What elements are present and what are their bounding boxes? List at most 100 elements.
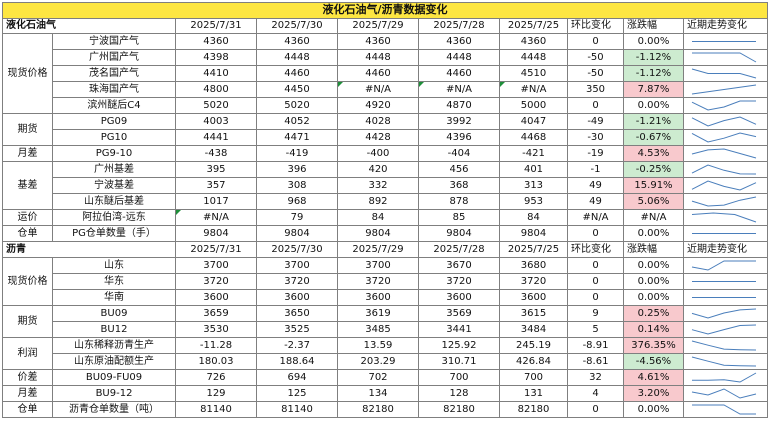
value-cell: 82180 [337,401,419,419]
item-name: BU12 [52,321,176,339]
trend-sparkline [691,212,757,223]
value-cell: 332 [337,177,419,195]
value-cell: 84 [499,209,568,227]
value-cell: 9804 [337,225,419,243]
trend-sparkline [691,68,757,79]
column-header: 环比变化 [567,241,624,259]
value-cell: 3720 [256,273,338,291]
value-cell: 368 [418,177,500,195]
value-cell: 4360 [337,33,419,51]
change-cell: -50 [567,49,624,67]
value-cell: 3485 [337,321,419,339]
trend-sparkline [691,132,757,143]
trend-sparkline [691,340,757,351]
pct-cell: 4.61% [623,369,684,387]
item-name: 山东原油配额生产 [52,353,176,371]
change-cell: -19 [567,145,624,163]
trend-line [691,388,757,399]
trend-sparkline [691,100,756,111]
item-name: 宁波基差 [52,177,176,195]
trend-sparkline [692,52,757,63]
trend-cell [683,161,768,179]
trend-sparkline [691,164,757,175]
pct-cell: -0.67% [623,129,684,147]
change-cell: 0 [567,401,624,419]
value-cell: 4003 [175,113,257,131]
pct-cell: 5.06% [623,193,684,211]
table-row: 仓单 PG仓单数量（手） 9804 9804 9804 9804 9804 0 0.00% [2,225,768,243]
value-cell: 81140 [175,401,257,419]
trend-line [691,116,757,127]
table-row: 广州国产气 4398 4448 4448 4448 4448 -50 -1.12% [3,49,768,67]
section-header-row: 液化石油气 2025/7/31 2025/7/30 2025/7/29 2025/7/2… [2,17,768,35]
change-cell: 0 [567,273,624,291]
value-cell: 9804 [499,225,568,243]
row-group-label: 仓单 [2,401,53,419]
trend-cell [683,113,768,131]
trend-sparkline [691,148,757,159]
trend-cell [683,225,768,243]
trend-cell [683,305,768,323]
value-cell: 357 [175,177,257,195]
value-cell: 4396 [418,129,500,147]
value-cell: 3680 [499,257,568,275]
table-row: BU12 3530 3525 3485 3441 3484 5 0.14% [3,321,768,339]
pct-cell: 376.35% [623,337,684,355]
trend-sparkline [691,84,757,95]
value-cell: 4448 [337,49,419,67]
trend-line [691,132,757,143]
row-group-label: 价差 [2,369,53,387]
trend-sparkline [692,281,756,283]
value-cell: 401 [499,161,568,179]
change-cell: 5 [567,321,624,339]
table-row: PG10 4441 4471 4428 4396 4468 -30 -0.67% [3,129,768,147]
value-cell: 5020 [256,97,338,115]
change-cell: 350 [567,81,624,99]
item-name: 沥青仓单数量（吨） [52,401,176,419]
value-cell: 953 [499,193,568,211]
item-name: 华南 [52,289,176,307]
trend-line [691,148,757,159]
column-header: 近期走势变化 [683,241,768,259]
item-name: 华东 [52,273,176,291]
change-cell: 0 [567,289,624,307]
table-row: 华南 3600 3600 3600 3600 3600 0 0.00% [3,289,768,307]
trend-sparkline [691,324,757,335]
column-header: 近期走势变化 [683,17,768,35]
trend-sparkline [691,196,757,207]
trend-line [691,260,756,271]
table-row: 月差 PG9-10 -438 -419 -400 -404 -421 -19 4.53% [2,145,768,163]
change-cell: 4 [567,385,624,403]
item-name: PG仓单数量（手） [52,225,176,243]
item-name: BU09-FU09 [52,369,176,387]
pct-cell: -1.21% [623,113,684,131]
trend-cell [683,97,768,115]
table-row: 滨州醚后C4 5020 5020 4920 4870 5000 0 0.00% [3,97,768,115]
change-cell: -8.61 [567,353,624,371]
pct-cell: 4.53% [623,145,684,163]
value-cell: 420 [337,161,419,179]
date-header: 2025/7/29 [337,241,419,259]
value-cell: 4450 [256,81,338,99]
item-name: 珠海国产气 [52,81,176,99]
trend-cell [683,33,768,51]
change-cell: 0 [567,257,624,275]
trend-cell [683,369,768,387]
value-cell: 3992 [418,113,500,131]
change-cell: -50 [567,65,624,83]
table-row: 茂名国产气 4410 4460 4460 4460 4510 -50 -1.12% [3,65,768,83]
value-cell: 4800 [175,81,257,99]
value-cell: 3600 [175,289,257,307]
item-name: BU9-12 [52,385,176,403]
value-cell: 4360 [499,33,568,51]
value-cell: 4460 [256,65,338,83]
value-cell: 4428 [337,129,419,147]
trend-line [691,212,757,223]
value-cell: 131 [499,385,568,403]
value-cell: 3530 [175,321,257,339]
column-header: 涨跌幅 [623,241,684,259]
date-header: 2025/7/28 [418,17,500,35]
trend-cell [683,289,768,307]
data-table: 液化石油气/沥青数据变化 液化石油气 2025/7/31 2025/7/30 2025/… [2,2,768,419]
value-cell: 79 [256,209,338,227]
